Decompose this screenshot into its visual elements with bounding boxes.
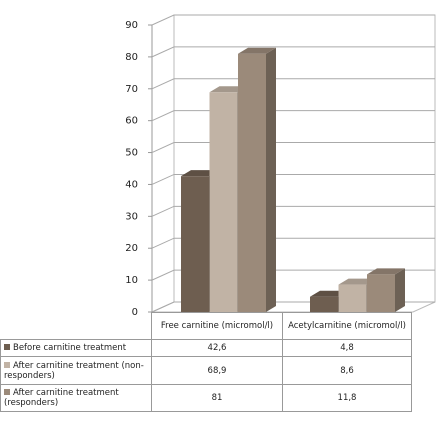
bar xyxy=(181,176,209,312)
y-tick-label: 80 xyxy=(125,52,138,63)
bar xyxy=(338,284,367,312)
grid-line xyxy=(151,14,435,26)
corner xyxy=(0,312,152,340)
grid-line xyxy=(151,237,435,249)
value-cell: 68,9 xyxy=(151,356,283,385)
y-tick-label: 20 xyxy=(125,243,138,254)
bar-top xyxy=(238,47,276,54)
y-tick-label: 30 xyxy=(125,211,138,222)
series-row: After carnitine treatment (non-responder… xyxy=(0,356,412,385)
legend-entry: After carnitine treatment (responders) xyxy=(0,384,152,412)
legend-entry: Before carnitine treatment xyxy=(0,339,152,357)
bar xyxy=(238,53,266,312)
value-cell: 8,6 xyxy=(282,356,412,385)
y-tick-label: 10 xyxy=(125,275,138,286)
y-tick-label: 40 xyxy=(125,179,138,190)
header-row: Free carnitine (micromol/l) Acetylcarnit… xyxy=(0,312,412,340)
bar-side xyxy=(395,268,405,312)
grid-line xyxy=(151,269,435,281)
value-cell: 81 xyxy=(151,384,283,412)
grid-line xyxy=(151,110,435,122)
bar xyxy=(367,274,395,312)
value-cell: 4,8 xyxy=(282,339,412,357)
category-header: Acetylcarnitine (micromol/l) xyxy=(282,312,412,340)
y-tick-label: 70 xyxy=(125,84,138,95)
y-tick-label: 90 xyxy=(125,20,138,31)
category-header: Free carnitine (micromol/l) xyxy=(151,312,283,340)
y-tick-label: 60 xyxy=(125,116,138,127)
legend-entry: After carnitine treatment (non-responder… xyxy=(0,356,152,385)
legend-label: After carnitine treatment (responders) xyxy=(4,388,119,408)
grid-line xyxy=(151,173,435,185)
legend-swatch xyxy=(4,389,10,395)
legend-label: Before carnitine treatment xyxy=(13,343,127,353)
legend-swatch xyxy=(4,361,10,368)
grid-line xyxy=(151,142,435,154)
y-tick-label: 50 xyxy=(125,148,138,159)
grid-line xyxy=(151,46,435,58)
value-cell: 42,6 xyxy=(151,339,283,357)
value-cell: 11,8 xyxy=(282,384,412,412)
bar xyxy=(310,296,338,312)
bar xyxy=(209,92,238,312)
legend-swatch xyxy=(4,344,10,350)
series-row: Before carnitine treatment 42,6 4,8 xyxy=(0,339,412,357)
bar-top xyxy=(367,268,405,275)
series-row: After carnitine treatment (responders) 81… xyxy=(0,384,412,412)
grid-line xyxy=(151,78,435,90)
grid-line xyxy=(151,205,435,217)
bar-side xyxy=(266,47,276,312)
legend-label: After carnitine treatment (non-responder… xyxy=(4,360,144,381)
data-table: Free carnitine (micromol/l) Acetylcarnit… xyxy=(0,312,412,412)
